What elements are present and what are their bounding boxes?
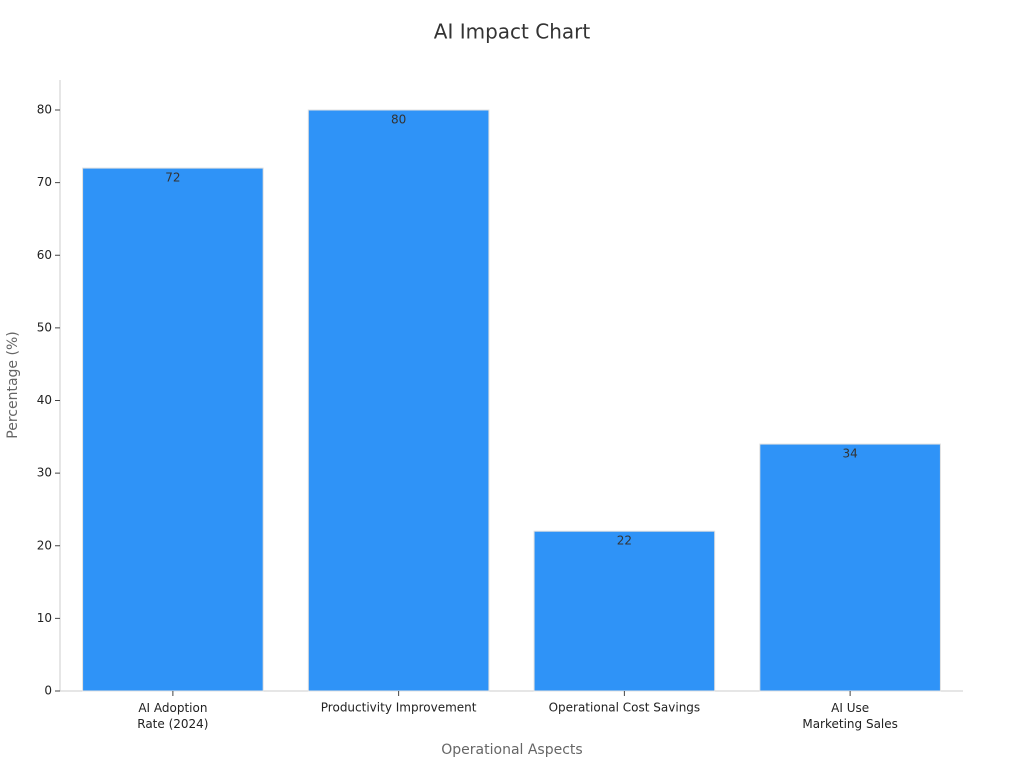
bar	[307, 109, 490, 692]
bar	[759, 443, 941, 692]
y-tick-label: 40	[37, 393, 52, 407]
y-tick-label: 50	[37, 320, 52, 334]
value-label: 34	[842, 447, 857, 461]
bar	[82, 167, 264, 692]
bar	[533, 530, 716, 692]
value-label: 22	[617, 534, 632, 548]
y-tick-label: 70	[37, 175, 52, 189]
y-tick-label: 10	[37, 611, 52, 625]
y-tick-label: 0	[44, 684, 52, 698]
x-tick-label: AI Adoption Rate (2024)	[137, 701, 208, 731]
x-tick-label: Operational Cost Savings	[549, 701, 701, 715]
chart-title: AI Impact Chart	[434, 20, 591, 44]
y-tick-label: 30	[37, 466, 52, 480]
x-tick-label: AI Use Marketing Sales	[802, 701, 898, 731]
y-tick-label: 80	[37, 103, 52, 117]
y-axis-label: Percentage (%)	[5, 331, 21, 438]
x-tick-label: Productivity Improvement	[321, 701, 477, 715]
y-tick-label: 20	[37, 538, 52, 552]
value-label: 72	[165, 171, 180, 185]
x-axis-label: Operational Aspects	[441, 742, 582, 758]
value-label: 80	[391, 113, 406, 127]
y-tick-label: 60	[37, 248, 52, 262]
